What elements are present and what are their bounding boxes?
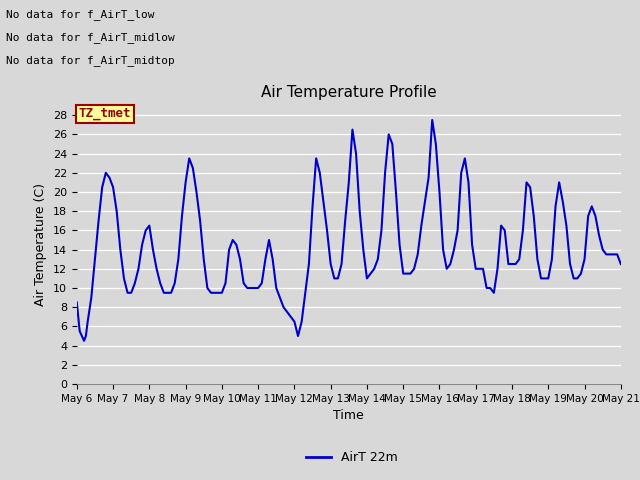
Y-axis label: Air Temperature (C): Air Temperature (C) xyxy=(35,183,47,306)
Text: No data for f_AirT_low: No data for f_AirT_low xyxy=(6,9,155,20)
Text: No data for f_AirT_midtop: No data for f_AirT_midtop xyxy=(6,55,175,66)
X-axis label: Time: Time xyxy=(333,409,364,422)
Text: TZ_tmet: TZ_tmet xyxy=(79,108,131,120)
Legend: AirT 22m: AirT 22m xyxy=(301,446,403,469)
Text: No data for f_AirT_midlow: No data for f_AirT_midlow xyxy=(6,32,175,43)
Title: Air Temperature Profile: Air Temperature Profile xyxy=(261,85,436,100)
